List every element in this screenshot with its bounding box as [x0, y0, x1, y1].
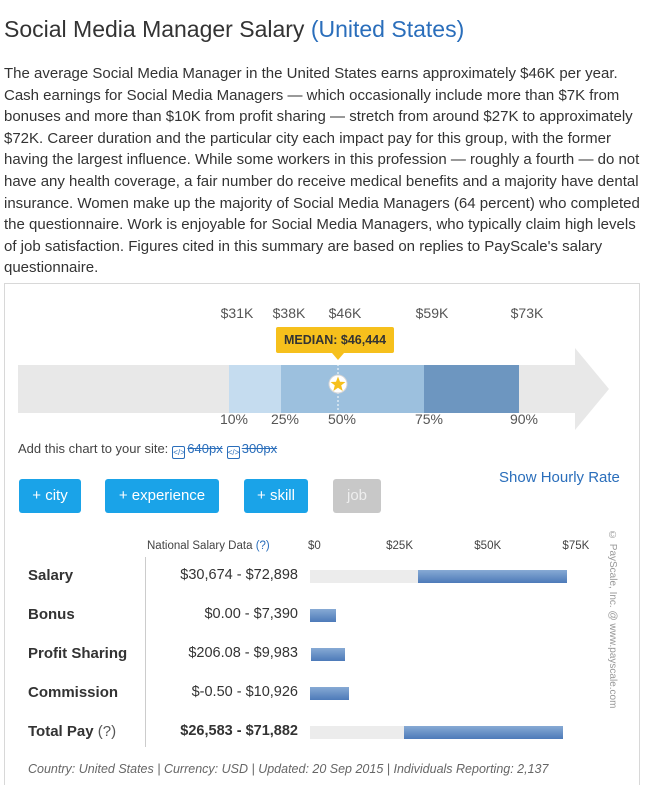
payscale-watermark: © PayScale, Inc. @ www.payscale.com: [607, 530, 618, 709]
percentile-value-label: $59K: [415, 305, 449, 321]
row-bar: [418, 570, 567, 583]
row-label-text: Profit Sharing: [28, 645, 128, 662]
row-bar: [310, 609, 337, 622]
row-bar: [403, 726, 564, 739]
help-link[interactable]: (?): [97, 723, 117, 740]
row-label: Commission: [28, 684, 118, 701]
row-label: Salary: [28, 567, 73, 584]
row-label-text: Bonus: [28, 606, 75, 623]
percentile-label: 90%: [509, 411, 539, 427]
row-label-text: Total Pay: [28, 723, 94, 740]
median-tag: MEDIAN: $46,444: [276, 327, 394, 360]
row-label: Total Pay (?): [28, 723, 116, 740]
embed-640-link[interactable]: 640px: [187, 441, 223, 456]
add-city-button[interactable]: + city: [19, 479, 81, 513]
percentile-value-label: $46K: [328, 305, 362, 321]
embed-label: Add this chart to your site:: [18, 441, 169, 456]
row-range: $206.08 - $9,983: [188, 645, 298, 661]
percentile-value-label: $73K: [510, 305, 544, 321]
row-label: Profit Sharing: [28, 645, 127, 662]
row-range: $26,583 - $71,882: [180, 723, 298, 739]
job-button: job: [333, 479, 381, 513]
page-title: Social Media Manager Salary (United Stat…: [4, 16, 464, 43]
row-range: $-0.50 - $10,926: [191, 684, 298, 700]
embed-code-icon: </>: [226, 446, 240, 459]
axis-tick-label: $25K: [386, 540, 413, 552]
embed-row: Add this chart to your site: </> 640px </> 3…: [18, 441, 277, 459]
show-hourly-rate-link[interactable]: Show Hourly Rate: [499, 469, 620, 486]
percentile-label: 50%: [327, 411, 357, 427]
percentile-value-label: $38K: [272, 305, 306, 321]
star-icon: [330, 376, 346, 391]
percentile-label: 10%: [219, 411, 249, 427]
band-75-90: [424, 365, 519, 413]
row-range: $0.00 - $7,390: [204, 606, 298, 622]
band-25-75: [281, 365, 424, 413]
row-bar: [310, 648, 346, 661]
row-track: [310, 570, 419, 583]
embed-code-icon: </>: [172, 446, 186, 459]
salary-summary: The average Social Media Manager in the …: [4, 65, 640, 277]
axis-tick-label: $0: [308, 540, 321, 552]
row-label-text: Salary: [28, 567, 74, 584]
national-salary-header: National Salary Data (?): [147, 540, 270, 552]
axis-tick-label: $75K: [562, 540, 590, 552]
row-label: Bonus: [28, 606, 75, 623]
row-bar: [310, 687, 349, 700]
header-help-link[interactable]: (?): [255, 540, 270, 552]
percentile-label: 75%: [414, 411, 444, 427]
location-link[interactable]: (United States): [310, 16, 465, 42]
footer-meta: Country: United States | Currency: USD |…: [28, 762, 549, 776]
percentile-value-label: $31K: [220, 305, 254, 321]
axis-tick-label: $50K: [474, 540, 502, 552]
row-label-text: Commission: [28, 684, 119, 701]
percentile-chart: [18, 348, 609, 430]
embed-300-link[interactable]: 300px: [241, 441, 278, 456]
row-track: [310, 726, 404, 739]
add-skill-button[interactable]: + skill: [244, 479, 308, 513]
title-text: Social Media Manager Salary: [4, 16, 305, 42]
row-range: $30,674 - $72,898: [180, 567, 298, 583]
chart-container: [4, 283, 640, 785]
add-experience-button[interactable]: + experience: [105, 479, 219, 513]
divider: [145, 557, 146, 747]
percentile-label: 25%: [270, 411, 300, 427]
band-10-25: [229, 365, 281, 413]
